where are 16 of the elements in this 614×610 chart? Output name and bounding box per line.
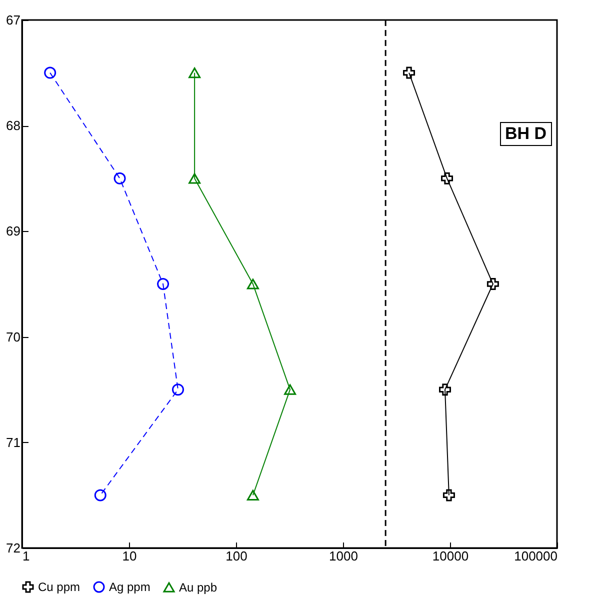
y-tick-label: 68	[6, 118, 20, 134]
y-tick-label: 72	[6, 540, 20, 556]
y-tick-label: 71	[6, 434, 20, 450]
legend-label: Ag ppm	[109, 580, 150, 594]
x-tick-label: 10000	[432, 548, 469, 564]
legend-label: Au ppb	[179, 580, 218, 594]
x-tick-label: 1	[22, 548, 30, 564]
legend-label: Cu ppm	[38, 580, 80, 594]
x-tick-label: 100000	[514, 548, 558, 564]
annotation: BH D	[500, 122, 552, 146]
y-tick-label: 70	[6, 329, 20, 344]
y-tick-label: 69	[6, 224, 20, 239]
x-tick-label: 1000	[329, 548, 358, 564]
y-tick-label: 67	[6, 12, 20, 28]
x-tick-label: 10	[122, 548, 137, 564]
x-tick-label: 100	[226, 548, 248, 564]
